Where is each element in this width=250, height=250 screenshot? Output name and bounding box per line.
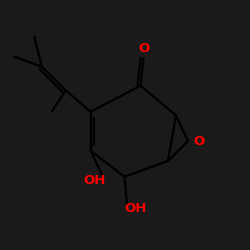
Text: O: O — [138, 42, 149, 55]
Text: OH: OH — [83, 174, 106, 187]
Text: OH: OH — [124, 202, 147, 214]
Text: O: O — [194, 134, 205, 147]
